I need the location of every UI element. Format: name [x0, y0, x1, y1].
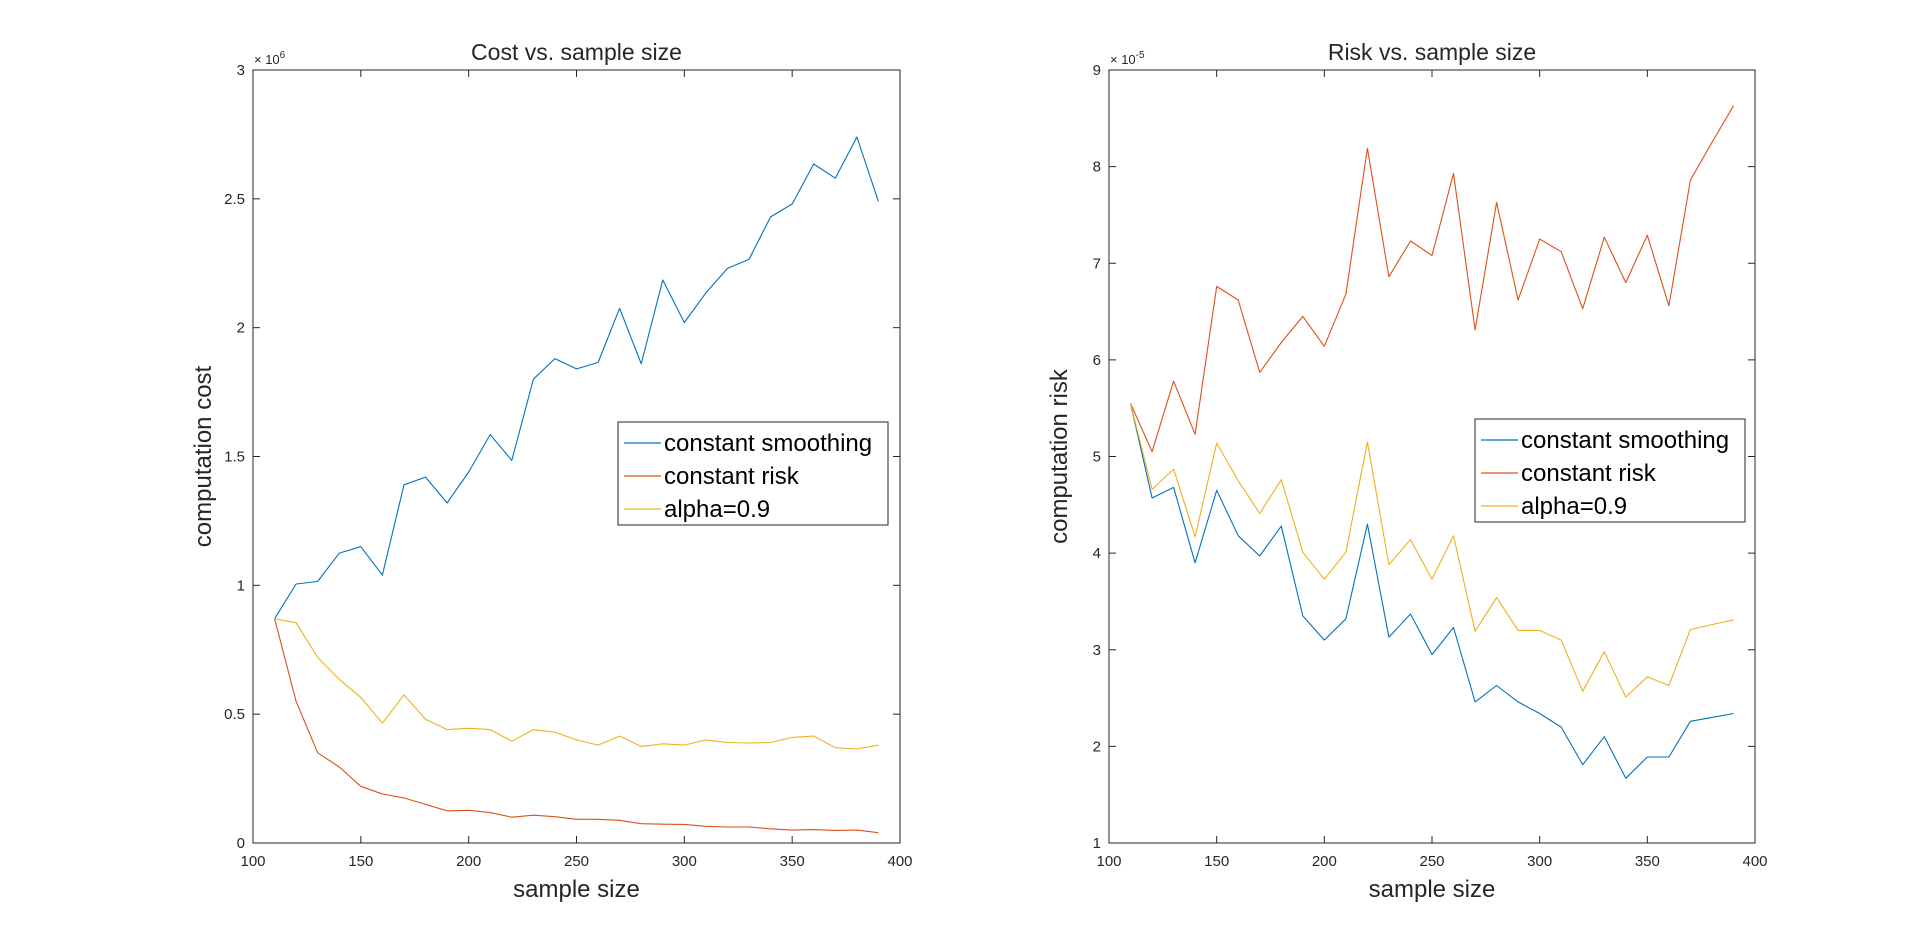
x-tick-label: 400	[1742, 853, 1767, 870]
y-tick-label: 5	[1093, 449, 1101, 466]
y-tick-label: 2	[237, 320, 245, 337]
x-tick-label: 200	[456, 853, 481, 870]
x-axis-label: sample size	[513, 876, 640, 903]
legend-label: constant risk	[1521, 460, 1657, 487]
y-tick-label: 9	[1093, 62, 1101, 79]
y-tick-label: 0.5	[224, 706, 245, 723]
y-tick-label: 8	[1093, 159, 1101, 176]
legend-label: alpha=0.9	[664, 496, 770, 523]
y-axis-label: computation cost	[190, 365, 217, 547]
x-tick-label: 100	[1096, 853, 1121, 870]
chart-title: Risk vs. sample size	[1328, 39, 1536, 65]
y-tick-label: 1	[237, 577, 245, 594]
legend-label: constant smoothing	[1521, 427, 1729, 454]
chart-title: Cost vs. sample size	[471, 39, 682, 65]
legend-label: alpha=0.9	[1521, 493, 1627, 520]
series-line-3	[1129, 403, 1734, 698]
legend-box	[1474, 418, 1746, 523]
y-tick-label: 6	[1093, 352, 1101, 369]
y-exponent-label: × 106	[254, 50, 286, 67]
legend: constant smoothing constant risk alpha=0.9	[617, 421, 889, 526]
x-tick-label: 150	[1204, 853, 1229, 870]
legend-label: constant risk	[664, 463, 800, 490]
x-tick-label: 200	[1312, 853, 1337, 870]
y-tick-label: 3	[1093, 642, 1101, 659]
y-tick-label: 1	[1093, 835, 1101, 852]
y-tick-label: 7	[1093, 255, 1101, 272]
x-tick-label: 100	[240, 853, 265, 870]
y-tick-label: 2	[1093, 738, 1101, 755]
series-line-2	[274, 618, 879, 834]
x-tick-label: 350	[1635, 853, 1660, 870]
chart-2: 100 150 200 250 300 350 400 1 2 3 4 5 6 7 8 9 × 10-5 Risk…	[1046, 39, 1768, 903]
y-tick-label: 4	[1093, 545, 1101, 562]
y-tick-label: 1.5	[224, 449, 245, 466]
y-tick-label: 0	[237, 835, 245, 852]
x-axis-label: sample size	[1369, 876, 1496, 903]
legend-label: constant smoothing	[664, 430, 872, 457]
y-exponent-label: × 10-5	[1110, 50, 1145, 67]
legend-box	[617, 421, 889, 526]
x-tick-label: 250	[1419, 853, 1444, 870]
x-tick-label: 300	[1527, 853, 1552, 870]
y-tick-label: 2.5	[224, 191, 245, 208]
legend: constant smoothing constant risk alpha=0.9	[1474, 418, 1746, 523]
y-tick-label: 3	[237, 62, 245, 79]
x-tick-label: 150	[348, 853, 373, 870]
series-line-3	[274, 618, 879, 750]
series-line-2	[1129, 105, 1734, 453]
chart-1: 100 150 200 250 300 350 400 0 0.5 1 1.5 2 2.5 3 × 106 C…	[190, 39, 913, 903]
x-tick-label: 250	[564, 853, 589, 870]
x-tick-label: 400	[887, 853, 912, 870]
x-tick-label: 350	[780, 853, 805, 870]
series-line-1	[1129, 403, 1734, 779]
x-tick-label: 300	[672, 853, 697, 870]
series-line-1	[274, 136, 879, 620]
y-axis-label: computation risk	[1046, 368, 1073, 544]
